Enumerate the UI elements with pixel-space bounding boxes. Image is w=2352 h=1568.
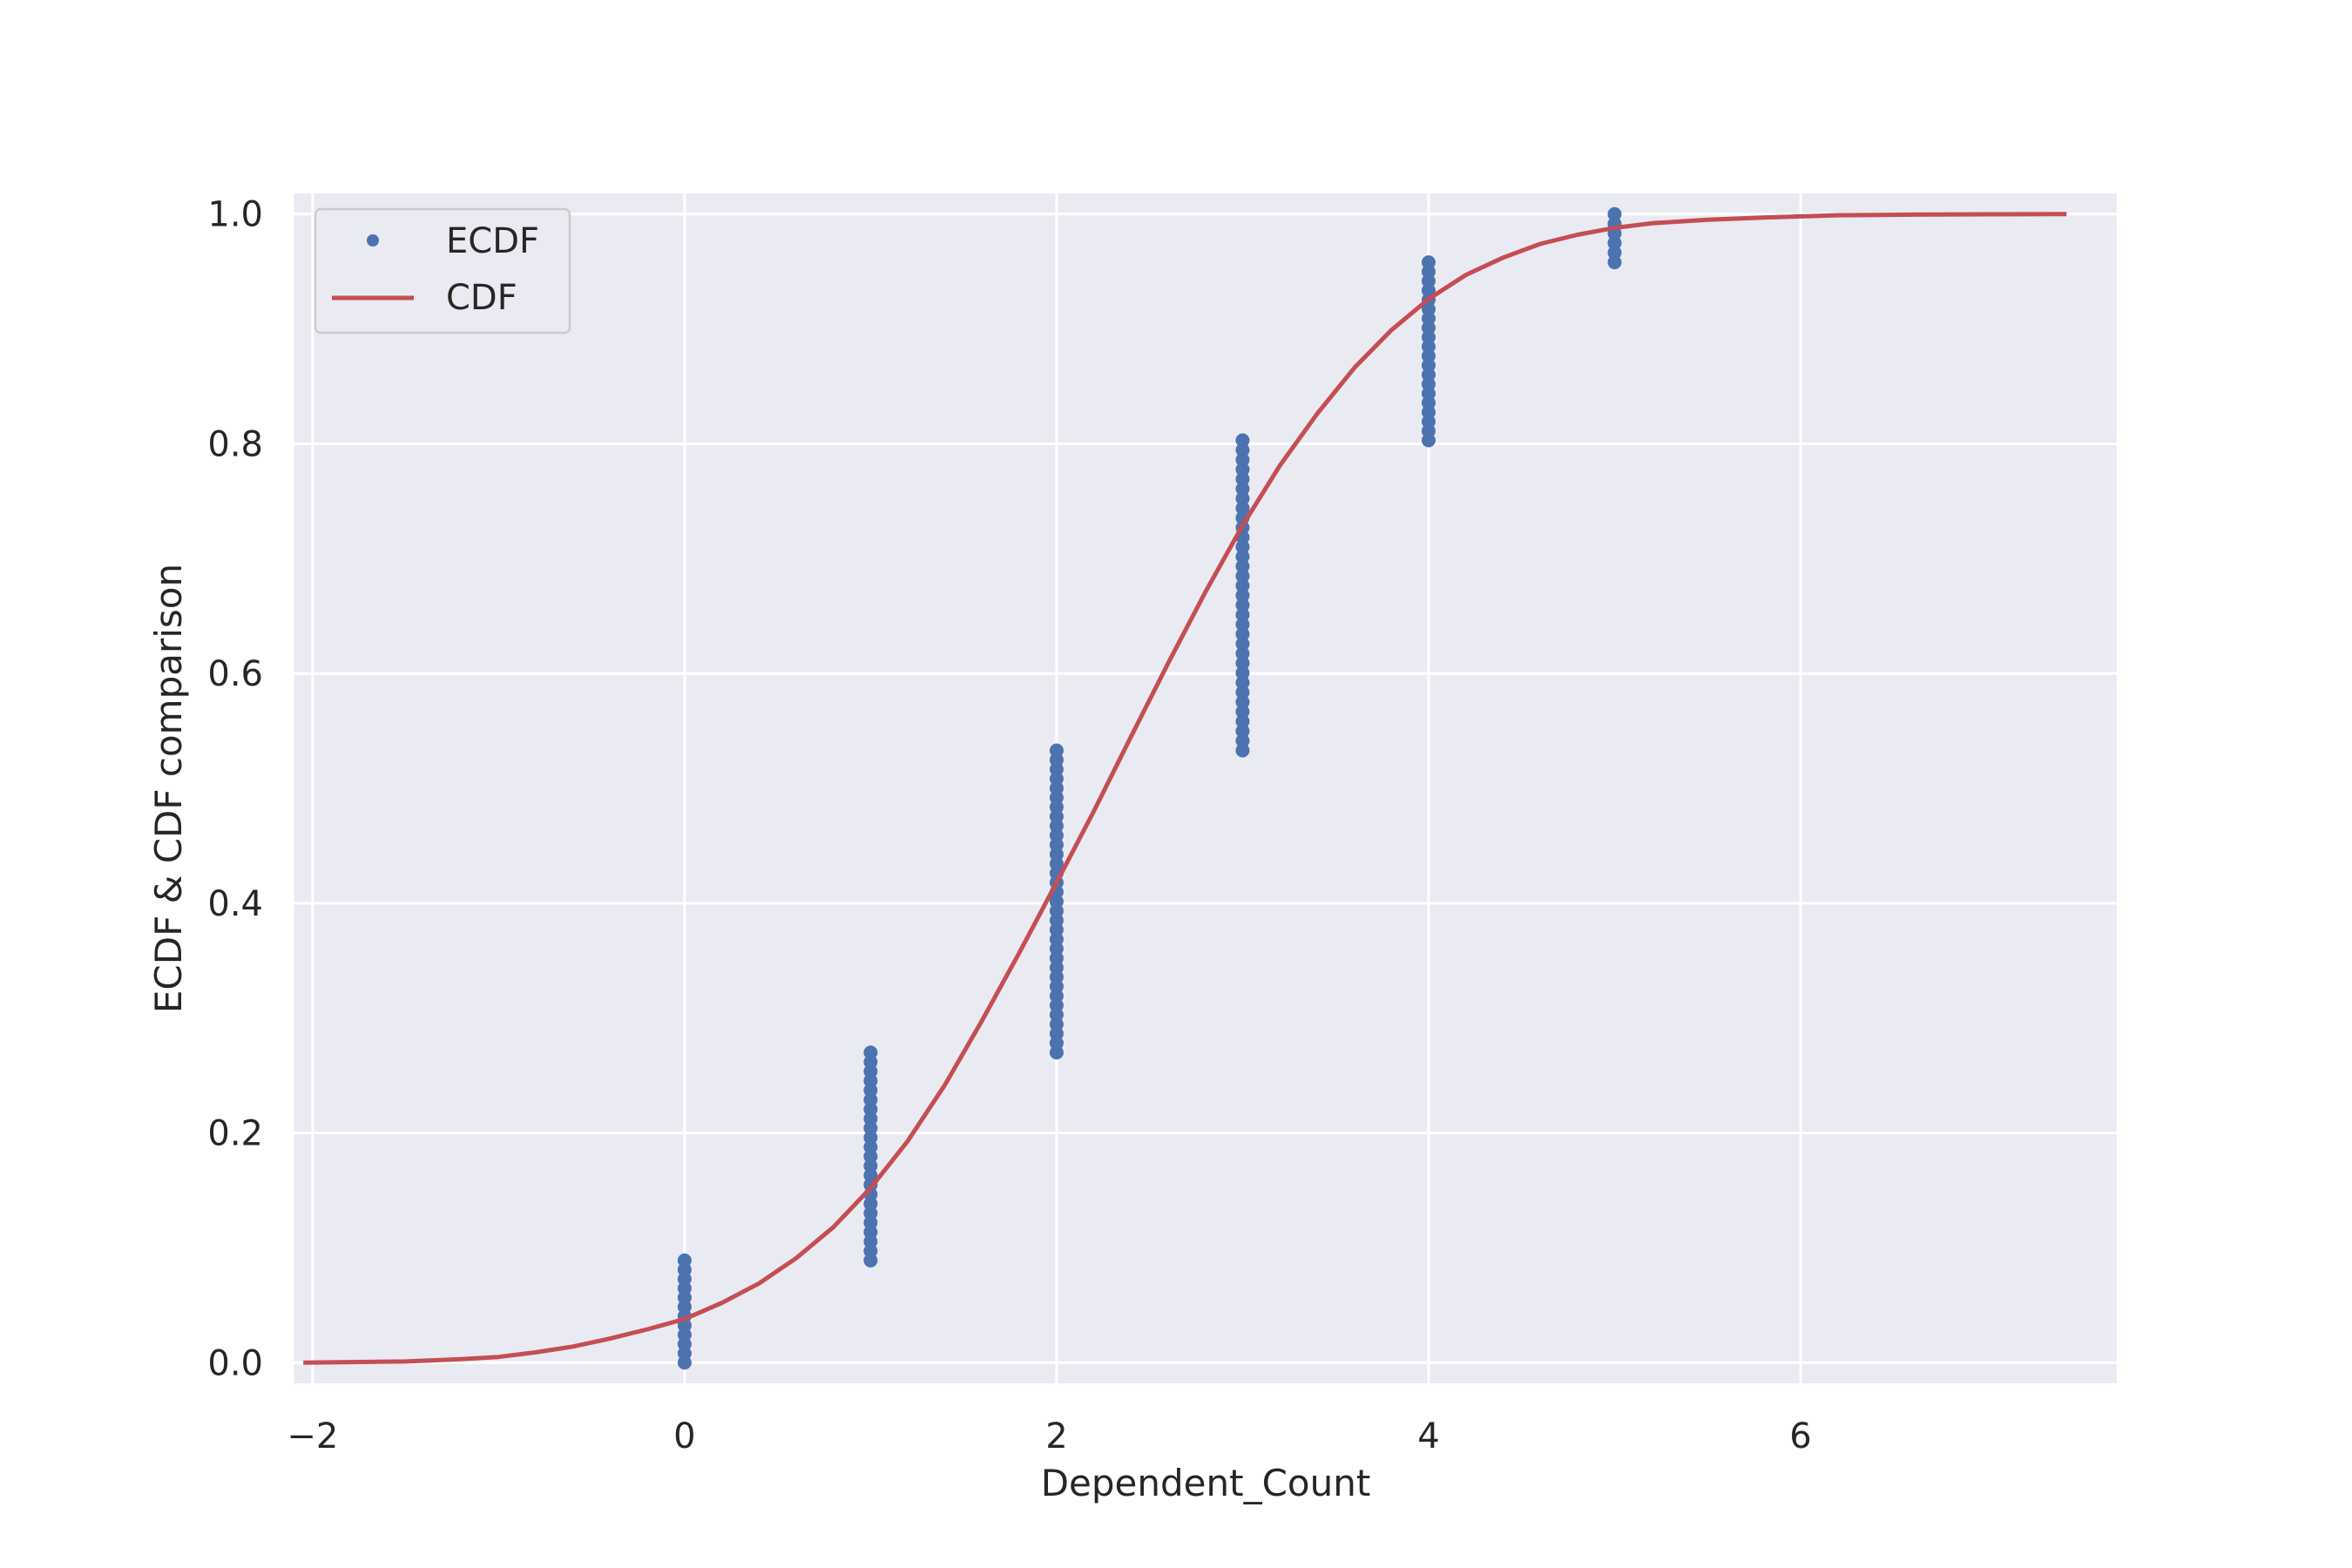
ecdf-point — [1607, 246, 1622, 260]
x-tick-label: 2 — [1045, 1416, 1067, 1456]
x-axis-label: Dependent_Count — [1041, 1462, 1371, 1504]
ecdf-points-x2 — [1049, 743, 1064, 1060]
ecdf-points-x4 — [1421, 255, 1436, 448]
ecdf-points-x1 — [863, 1045, 878, 1267]
ecdf-point — [1235, 491, 1250, 506]
ecdf-point — [1235, 733, 1250, 748]
legend-ecdf-marker — [367, 234, 379, 247]
ecdf-point — [1235, 433, 1250, 448]
y-tick-label: 0.4 — [207, 884, 263, 924]
y-tick-label: 0.2 — [207, 1114, 263, 1154]
ecdf-point — [1235, 637, 1250, 652]
ecdf-point — [1235, 539, 1250, 554]
ecdf-point — [1235, 482, 1250, 497]
ecdf-point — [1235, 549, 1250, 564]
ecdf-point — [1235, 598, 1250, 612]
y-axis-ticks: 0.0 0.2 0.4 0.6 0.8 1.0 — [207, 195, 263, 1384]
x-tick-label: 0 — [673, 1416, 695, 1456]
cdf-line — [303, 212, 2067, 1365]
ecdf-point — [1235, 588, 1250, 603]
ecdf-point — [1235, 714, 1250, 729]
ecdf-point — [1235, 724, 1250, 739]
ecdf-point — [1421, 255, 1436, 270]
ecdf-point — [1235, 743, 1250, 758]
plot-area-background — [294, 193, 2117, 1383]
ecdf-point — [1049, 743, 1064, 758]
ecdf-point — [1235, 685, 1250, 700]
legend-cdf-label: CDF — [446, 278, 517, 318]
cdf-series — [303, 212, 2067, 1365]
ecdf-point — [1235, 646, 1250, 661]
ecdf-points-x0 — [677, 1253, 692, 1370]
ecdf-point — [1235, 471, 1250, 486]
y-tick-label: 0.8 — [207, 424, 263, 464]
x-tick-label: 4 — [1417, 1416, 1439, 1456]
y-tick-label: 0.0 — [207, 1343, 263, 1383]
ecdf-point — [1235, 656, 1250, 671]
ecdf-point — [1235, 462, 1250, 476]
ecdf-point — [1235, 607, 1250, 622]
x-axis-ticks: −2 0 2 4 6 — [287, 1416, 1811, 1456]
legend-ecdf-label: ECDF — [446, 221, 539, 261]
y-axis-label: ECDF & CDF comparison — [147, 564, 190, 1013]
ecdf-point — [1235, 617, 1250, 632]
ecdf-point — [677, 1253, 692, 1267]
ecdf-point — [1607, 255, 1622, 270]
ecdf-point — [1235, 501, 1250, 516]
ecdf-point — [1235, 559, 1250, 574]
ecdf-point — [1235, 569, 1250, 584]
ecdf-point — [1235, 694, 1250, 709]
ecdf-point — [1235, 578, 1250, 593]
grid-lines — [294, 193, 2117, 1383]
x-tick-label: 6 — [1789, 1416, 1811, 1456]
ecdf-point — [1235, 704, 1250, 719]
ecdf-point — [1607, 235, 1622, 250]
y-tick-label: 1.0 — [207, 195, 263, 235]
ecdf-point — [1235, 452, 1250, 467]
ecdf-point — [1235, 443, 1250, 457]
ecdf-point — [1235, 666, 1250, 680]
ecdf-points-x5 — [1607, 206, 1622, 270]
ecdf-point — [1235, 626, 1250, 641]
legend: ECDF CDF — [314, 207, 571, 335]
x-tick-label: −2 — [287, 1416, 338, 1456]
ecdf-point — [1607, 206, 1622, 221]
ecdf-point — [1235, 675, 1250, 690]
legend-frame — [314, 207, 571, 335]
ecdf-point — [863, 1045, 878, 1060]
ecdf-points-x3 — [1235, 433, 1250, 758]
y-tick-label: 0.6 — [207, 654, 263, 694]
